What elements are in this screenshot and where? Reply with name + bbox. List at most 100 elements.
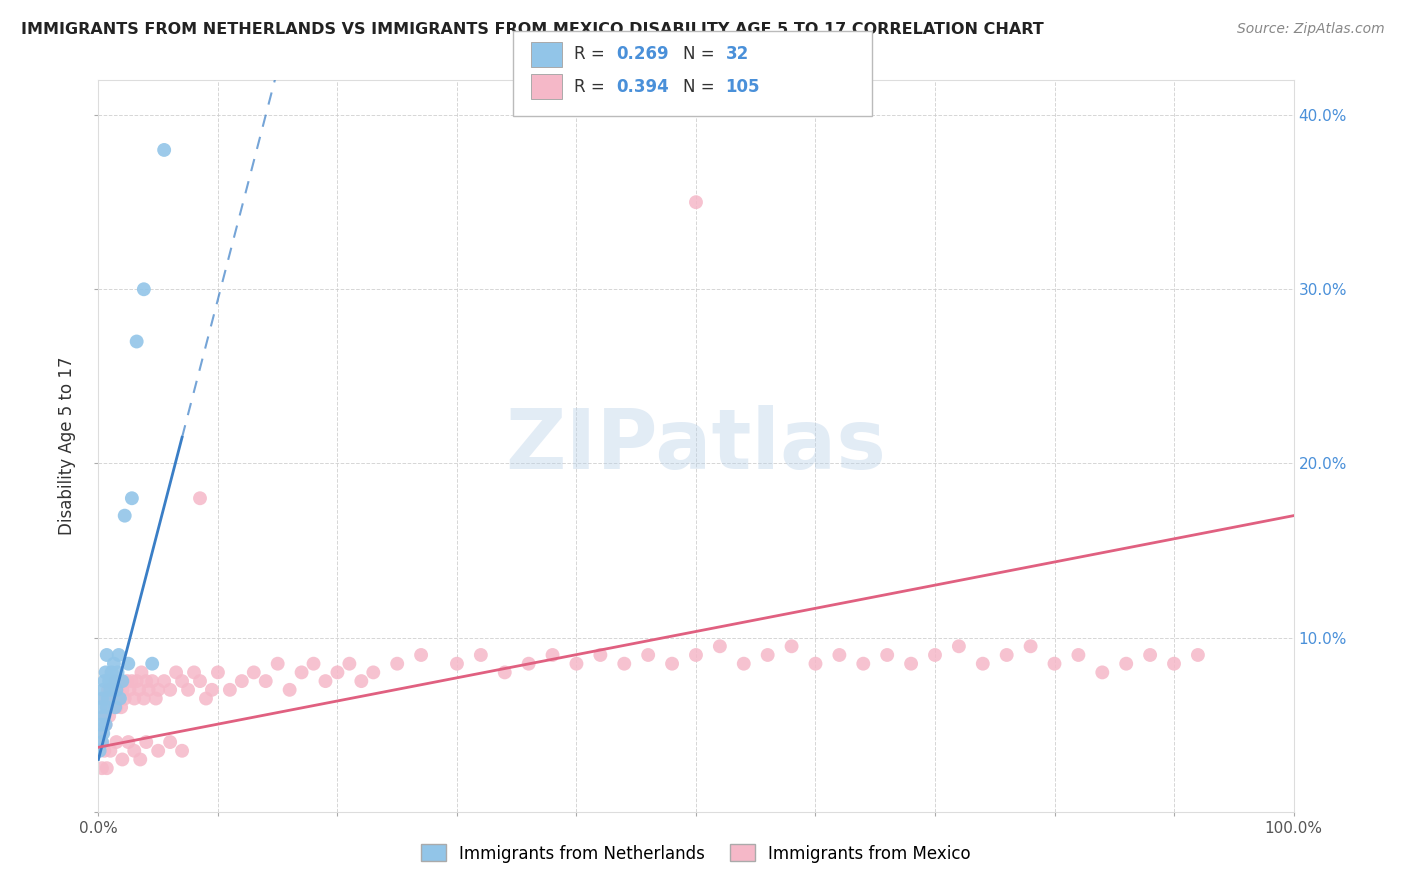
Point <box>107 691 129 706</box>
Text: 105: 105 <box>725 78 761 95</box>
Legend: Immigrants from Netherlands, Immigrants from Mexico: Immigrants from Netherlands, Immigrants … <box>415 838 977 869</box>
Point <box>91 761 114 775</box>
Point <box>446 657 468 671</box>
Point <box>1115 657 1137 671</box>
Point <box>94 717 117 731</box>
Point <box>709 640 731 654</box>
Point <box>132 691 155 706</box>
Point <box>96 648 118 662</box>
Y-axis label: Disability Age 5 to 17: Disability Age 5 to 17 <box>58 357 76 535</box>
Point <box>135 674 157 689</box>
Point <box>972 657 994 671</box>
Point <box>135 735 157 749</box>
Point <box>117 657 139 671</box>
Point <box>1019 640 1042 654</box>
Point <box>201 682 224 697</box>
Point <box>90 717 112 731</box>
Point <box>105 682 128 697</box>
Point <box>121 674 143 689</box>
Point <box>89 744 111 758</box>
Point <box>172 744 194 758</box>
Point <box>948 640 970 654</box>
Point <box>195 691 218 706</box>
Point <box>470 648 492 662</box>
Point <box>105 700 128 714</box>
Point <box>828 648 851 662</box>
Point <box>98 709 121 723</box>
Point <box>128 682 150 697</box>
Point <box>385 657 409 671</box>
Point <box>101 674 124 689</box>
Text: 32: 32 <box>725 45 749 63</box>
Point <box>177 682 200 697</box>
Text: R =: R = <box>574 45 610 63</box>
Point <box>1091 665 1114 680</box>
Point <box>104 674 127 689</box>
Point <box>1187 648 1209 662</box>
Point <box>117 735 139 749</box>
Point <box>98 674 121 689</box>
Point <box>101 682 124 697</box>
Point <box>141 657 163 671</box>
Point <box>114 508 136 523</box>
Point <box>98 691 122 706</box>
Text: 0.394: 0.394 <box>616 78 669 95</box>
Point <box>111 682 134 697</box>
Point <box>124 691 146 706</box>
Point <box>685 195 707 210</box>
Point <box>804 657 827 671</box>
Point <box>1067 648 1090 662</box>
Point <box>172 674 194 689</box>
Point <box>100 665 122 680</box>
Point <box>138 682 160 697</box>
Point <box>153 143 176 157</box>
Point <box>188 491 211 506</box>
Point <box>129 752 152 766</box>
Point <box>188 674 211 689</box>
Point <box>132 282 155 296</box>
Point <box>91 726 114 740</box>
Point <box>148 682 170 697</box>
Point <box>97 691 120 706</box>
Point <box>159 735 181 749</box>
Text: IMMIGRANTS FROM NETHERLANDS VS IMMIGRANTS FROM MEXICO DISABILITY AGE 5 TO 17 COR: IMMIGRANTS FROM NETHERLANDS VS IMMIGRANT… <box>21 22 1043 37</box>
Point <box>852 657 875 671</box>
Point <box>141 674 163 689</box>
Point <box>1043 657 1066 671</box>
Point <box>103 691 125 706</box>
Point <box>110 700 132 714</box>
Point <box>685 648 707 662</box>
Point <box>91 691 114 706</box>
Text: ZIPatlas: ZIPatlas <box>506 406 886 486</box>
Point <box>111 752 134 766</box>
Point <box>780 640 803 654</box>
Point <box>278 682 301 697</box>
Text: N =: N = <box>683 45 720 63</box>
Point <box>756 648 779 662</box>
Point <box>90 726 112 740</box>
Point <box>363 665 385 680</box>
Point <box>243 665 266 680</box>
Point <box>121 491 143 506</box>
Point <box>541 648 564 662</box>
Point <box>231 674 253 689</box>
Point <box>339 657 361 671</box>
Point <box>91 735 114 749</box>
Text: N =: N = <box>683 78 720 95</box>
Point <box>96 761 118 775</box>
Point <box>183 665 205 680</box>
Point <box>145 691 167 706</box>
Point <box>1139 648 1161 662</box>
Point <box>207 665 229 680</box>
Point <box>1163 657 1185 671</box>
Point <box>565 657 588 671</box>
Point <box>114 691 136 706</box>
Point <box>125 334 148 349</box>
Point <box>153 674 176 689</box>
Point <box>159 682 181 697</box>
Point <box>315 674 337 689</box>
Point <box>613 657 636 671</box>
Point <box>104 700 127 714</box>
Point <box>118 682 141 697</box>
Point <box>517 657 540 671</box>
